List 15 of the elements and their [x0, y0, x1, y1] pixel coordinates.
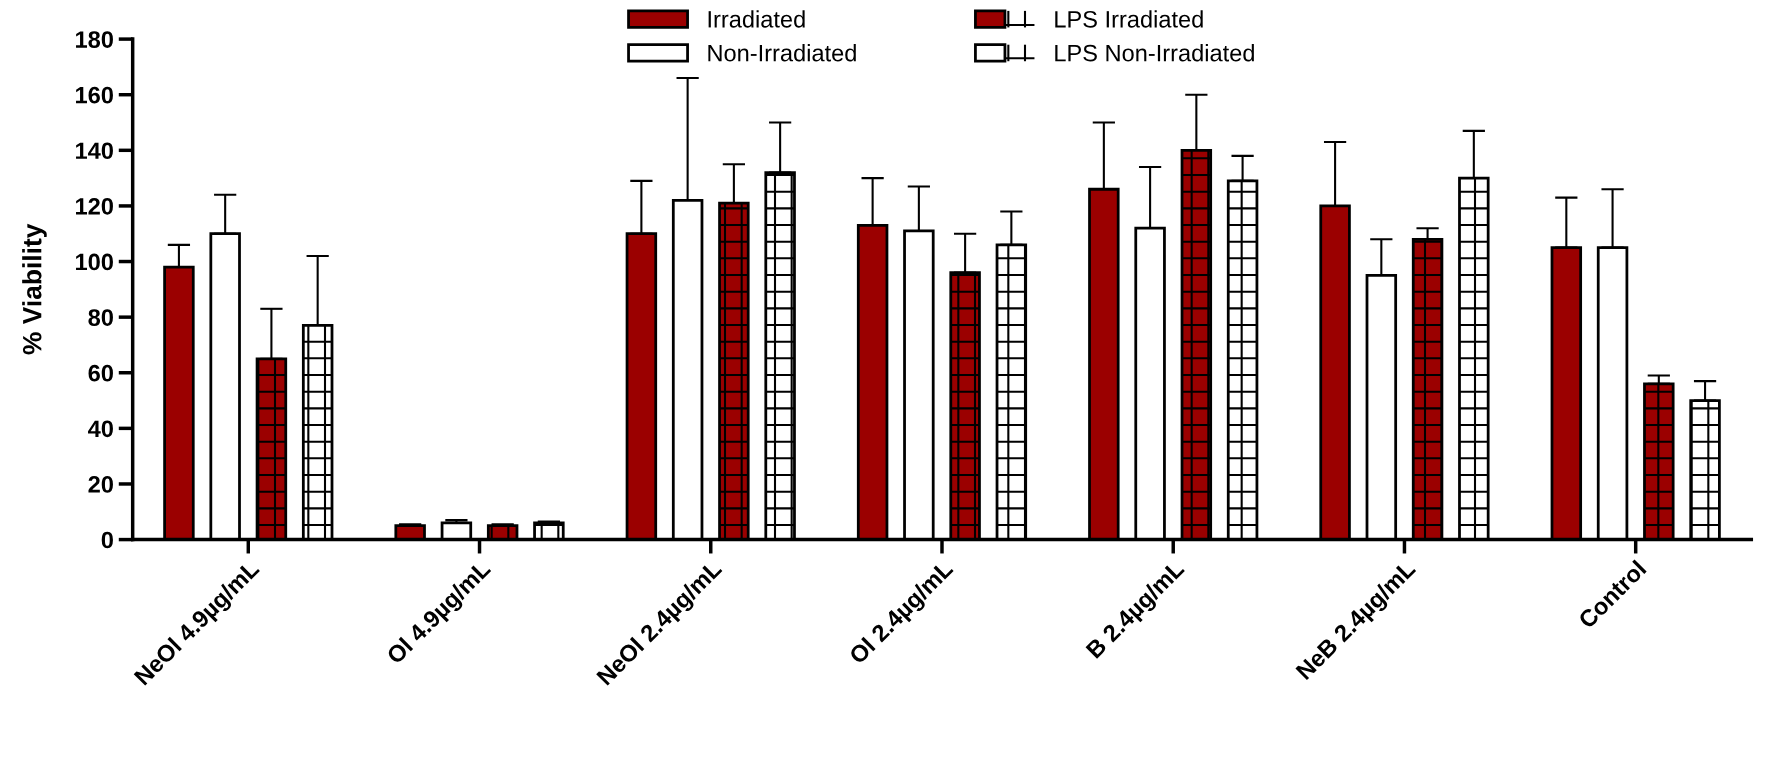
- legend-label: Irradiated: [708, 10, 805, 28]
- y-tick-label: 80: [88, 309, 113, 326]
- legend-label: Non-Irradiated: [708, 44, 856, 62]
- y-tick-label: 60: [88, 364, 113, 382]
- y-tick-label: 20: [88, 476, 113, 493]
- y-tick-label: 0: [101, 531, 113, 549]
- y-tick-label: 40: [88, 420, 113, 438]
- legend-label: LPS Irradiated: [1055, 10, 1203, 28]
- y-tick-label: 140: [76, 142, 113, 160]
- legend-label: LPS Non-Irradiated: [1055, 44, 1254, 62]
- y-tick-label: 160: [76, 86, 113, 104]
- y-tick-label: 180: [76, 31, 113, 48]
- y-axis-title: % Viability: [22, 223, 47, 355]
- y-tick-label: 100: [76, 253, 113, 271]
- y-tick-label: 120: [76, 197, 113, 215]
